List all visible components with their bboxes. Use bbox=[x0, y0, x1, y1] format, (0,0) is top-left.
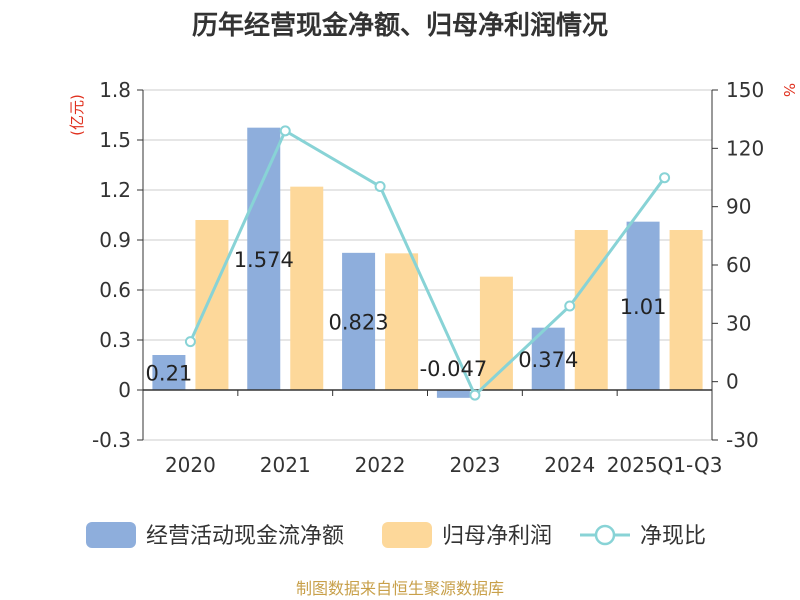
legend: 经营活动现金流净额 归母净利润 净现比 bbox=[86, 522, 706, 549]
legend-swatch bbox=[382, 522, 432, 548]
net-profit-bar bbox=[669, 230, 703, 390]
bar-value-label: -0.047 bbox=[420, 357, 488, 381]
net-profit-bar bbox=[479, 276, 513, 390]
cashflow-bar bbox=[626, 221, 660, 390]
chart-title: 历年经营现金净额、归母净利润情况 bbox=[192, 10, 608, 41]
axes: -0.3 0 0.3 0.6 0.9 1.2 1.5 1.8 -30 0 30 60 90 120 150 2… bbox=[92, 78, 764, 477]
ratio-point bbox=[279, 125, 291, 137]
left-tick-label: 0.6 bbox=[99, 278, 131, 302]
legend-label: 经营活动现金流净额 bbox=[146, 524, 344, 549]
cashflow-bar bbox=[342, 252, 376, 390]
source-note: 制图数据来自恒生聚源数据库 bbox=[296, 579, 504, 598]
right-tick-label: 90 bbox=[726, 195, 751, 219]
bars bbox=[152, 127, 703, 398]
right-tick-label: 120 bbox=[726, 136, 764, 160]
legend-marker bbox=[594, 524, 616, 546]
right-tick-label: 150 bbox=[726, 78, 764, 102]
legend-swatch bbox=[86, 522, 136, 548]
left-tick-label: 1.8 bbox=[99, 78, 131, 102]
bar-labels: 0.21 1.574 0.823 -0.047 0.374 1.01 bbox=[146, 248, 667, 386]
ratio-line bbox=[184, 125, 671, 401]
right-tick-label: 60 bbox=[726, 253, 751, 277]
x-tick-label: 2024 bbox=[544, 453, 595, 477]
left-tick-label: 0.9 bbox=[99, 228, 131, 252]
cashflow-bar bbox=[247, 127, 281, 391]
left-axis-unit: (亿元) bbox=[68, 94, 86, 136]
ratio-point bbox=[659, 172, 671, 184]
right-tick-label: -30 bbox=[726, 428, 759, 452]
ratio-point bbox=[564, 300, 576, 312]
bar-value-label: 0.21 bbox=[146, 362, 193, 386]
x-tick-label: 2021 bbox=[260, 453, 311, 477]
cashflow-bar bbox=[436, 390, 470, 398]
legend-label: 归母净利润 bbox=[442, 524, 552, 549]
bar-value-label: 1.574 bbox=[234, 248, 294, 272]
left-tick-label: 0 bbox=[118, 378, 131, 402]
right-axis-unit: % bbox=[780, 83, 798, 97]
x-tick-label: 2023 bbox=[449, 453, 500, 477]
net-profit-bar bbox=[385, 253, 419, 390]
bar-value-label: 0.374 bbox=[518, 348, 578, 372]
bar-value-label: 0.823 bbox=[329, 310, 389, 334]
net-profit-bar bbox=[574, 230, 608, 390]
net-profit-bar bbox=[290, 186, 324, 390]
left-tick-label: 1.2 bbox=[99, 178, 131, 202]
cashflow-bar bbox=[152, 355, 186, 390]
right-tick-label: 0 bbox=[726, 370, 739, 394]
net-profit-bar bbox=[195, 220, 229, 390]
left-tick-label: 1.5 bbox=[99, 128, 131, 152]
x-tick-label: 2022 bbox=[355, 453, 406, 477]
left-tick-label: -0.3 bbox=[92, 428, 131, 452]
legend-label: 净现比 bbox=[640, 524, 706, 549]
ratio-point bbox=[469, 389, 481, 401]
left-tick-label: 0.3 bbox=[99, 328, 131, 352]
right-tick-label: 30 bbox=[726, 311, 751, 335]
x-tick-label: 2020 bbox=[165, 453, 216, 477]
x-tick-label: 2025Q1-Q3 bbox=[607, 453, 723, 477]
ratio-point bbox=[184, 336, 196, 348]
ratio-point bbox=[374, 180, 386, 192]
ratio-line-path bbox=[189, 128, 666, 398]
bar-value-label: 1.01 bbox=[620, 295, 667, 319]
